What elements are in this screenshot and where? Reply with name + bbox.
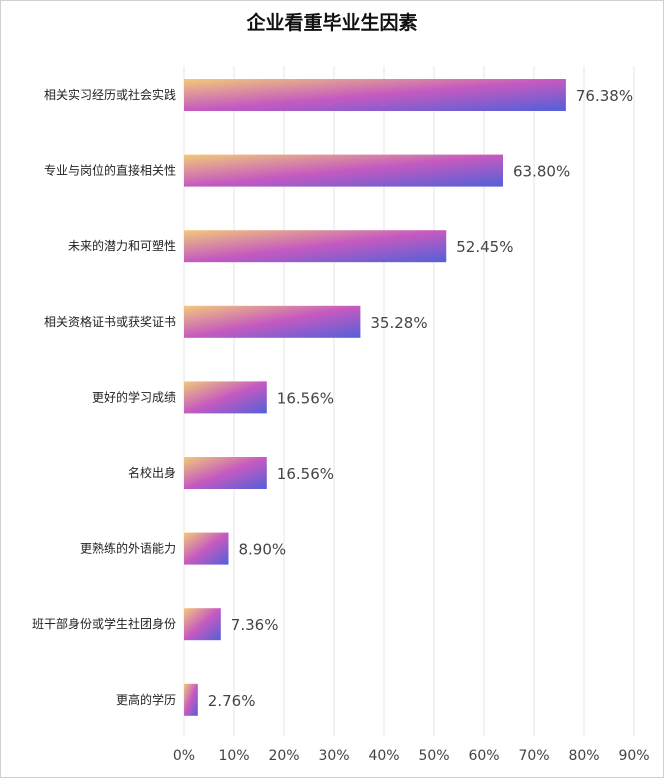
- bar: [184, 154, 503, 187]
- x-tick-label: 10%: [218, 748, 249, 764]
- category-label: 更好的学习成绩: [92, 389, 176, 404]
- bar: [184, 457, 267, 489]
- bar: [184, 230, 447, 263]
- bar: [184, 608, 221, 641]
- value-label: 8.90%: [239, 541, 287, 559]
- x-tick-label: 70%: [518, 748, 549, 764]
- value-label: 7.36%: [231, 616, 279, 634]
- bar: [184, 381, 267, 414]
- value-label: 2.76%: [208, 692, 256, 710]
- chart-title: 企业看重毕业生因素: [246, 12, 418, 34]
- category-label: 更熟练的外语能力: [80, 541, 176, 556]
- x-tick-label: 30%: [318, 748, 349, 764]
- value-label: 63.80%: [513, 163, 570, 181]
- x-tick-label: 20%: [268, 748, 299, 764]
- bar: [184, 532, 229, 565]
- x-tick-label: 60%: [468, 748, 499, 764]
- x-tick-label: 50%: [418, 748, 449, 764]
- value-label: 16.56%: [277, 389, 334, 407]
- value-label: 76.38%: [576, 87, 633, 105]
- x-tick-label: 80%: [568, 748, 599, 764]
- bar: [184, 683, 198, 716]
- bar: [184, 305, 361, 338]
- x-tick-label: 0%: [173, 748, 195, 764]
- value-label: 16.56%: [277, 465, 334, 483]
- bar: [184, 79, 566, 111]
- x-tick-label: 40%: [368, 748, 399, 764]
- category-label: 未来的潜力和可塑性: [68, 238, 176, 253]
- x-tick-label: 90%: [618, 748, 649, 764]
- category-label: 相关资格证书或获奖证书: [44, 314, 176, 329]
- category-label: 专业与岗位的直接相关性: [44, 163, 176, 178]
- value-label: 52.45%: [456, 238, 513, 256]
- category-label: 班干部身份或学生社团身份: [32, 616, 176, 631]
- category-label: 名校出身: [128, 465, 176, 480]
- value-label: 35.28%: [370, 314, 427, 332]
- category-label: 相关实习经历或社会实践: [44, 87, 176, 102]
- category-label: 更高的学历: [116, 692, 176, 707]
